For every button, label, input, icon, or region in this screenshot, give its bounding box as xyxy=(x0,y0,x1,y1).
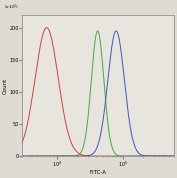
Text: $(x10^1)$: $(x10^1)$ xyxy=(4,3,19,12)
X-axis label: FITC-A: FITC-A xyxy=(90,170,107,175)
Y-axis label: Count: Count xyxy=(3,77,8,94)
